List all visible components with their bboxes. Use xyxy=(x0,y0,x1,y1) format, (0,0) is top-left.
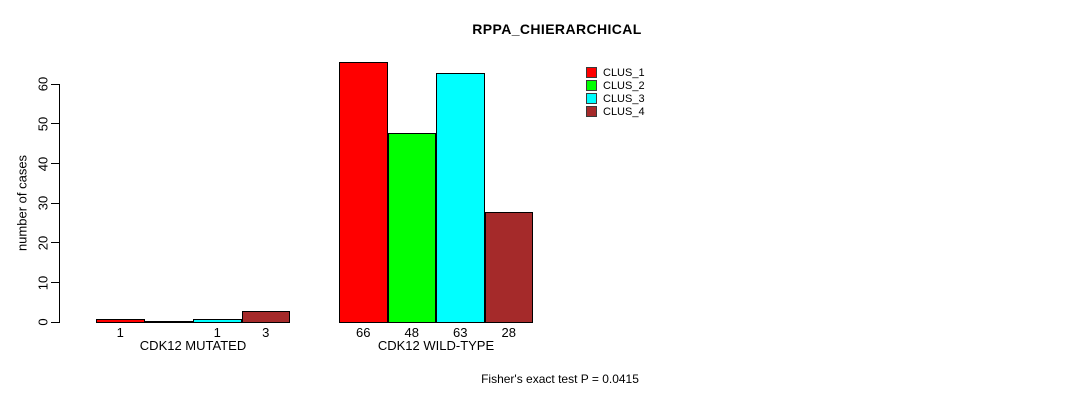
y-axis-tick-label: 50 xyxy=(35,116,51,132)
legend-item-clus_2: CLUS_2 xyxy=(586,79,645,92)
legend-swatch-icon xyxy=(586,93,597,104)
y-axis-tick-label: 60 xyxy=(35,77,51,92)
bar-value-label: 28 xyxy=(501,325,516,340)
bar-value-label: 48 xyxy=(404,325,419,340)
bar-value-label: 1 xyxy=(213,325,221,340)
legend-item-clus_1: CLUS_1 xyxy=(586,66,645,79)
bar-clus_4 xyxy=(241,311,290,324)
category-label: CDK12 WILD-TYPE xyxy=(377,338,495,353)
legend-swatch-icon xyxy=(586,67,597,78)
y-axis-tick-label: 20 xyxy=(35,235,51,251)
footnote-fisher-test: Fisher's exact test P = 0.0415 xyxy=(481,372,639,386)
category-label: CDK12 MUTATED xyxy=(139,338,247,353)
bar-clus_3 xyxy=(193,319,242,324)
y-axis-title: number of cases xyxy=(14,154,30,252)
y-axis-tick-label: 30 xyxy=(35,196,51,211)
y-axis-tick xyxy=(51,242,59,244)
bar-clus_1 xyxy=(339,61,388,324)
bar-clus_3 xyxy=(436,73,485,324)
bar-clus_2 xyxy=(144,321,193,324)
bar-clus_4 xyxy=(484,212,533,324)
legend-label: CLUS_3 xyxy=(603,92,645,105)
chart-title: RPPA_CHIERARCHICAL xyxy=(472,21,642,37)
y-axis-tick xyxy=(51,282,59,284)
y-axis-line xyxy=(59,84,60,323)
bar-clus_1 xyxy=(96,319,145,324)
y-axis-tick xyxy=(51,123,59,125)
y-axis-tick xyxy=(51,321,59,323)
y-axis-tick xyxy=(51,163,59,165)
bar-value-label: 1 xyxy=(116,325,124,340)
legend-item-clus_3: CLUS_3 xyxy=(586,92,645,105)
legend-label: CLUS_1 xyxy=(603,66,645,79)
bar-value-label: 66 xyxy=(356,325,371,340)
y-axis-tick-label: 40 xyxy=(35,156,51,171)
y-axis-tick-label: 10 xyxy=(35,275,51,290)
y-axis-tick xyxy=(51,83,59,85)
legend-swatch-icon xyxy=(586,106,597,117)
legend-label: CLUS_2 xyxy=(603,79,645,92)
bar-clus_2 xyxy=(387,132,436,324)
legend-item-clus_4: CLUS_4 xyxy=(586,105,645,118)
legend: CLUS_1 CLUS_2 CLUS_3 CLUS_4 xyxy=(586,66,645,118)
y-axis-tick-label: 0 xyxy=(35,318,51,326)
bar-value-label: 3 xyxy=(262,325,270,340)
legend-label: CLUS_4 xyxy=(603,105,645,118)
bar-value-label: 63 xyxy=(453,325,468,340)
y-axis-tick xyxy=(51,202,59,204)
legend-swatch-icon xyxy=(586,80,597,91)
